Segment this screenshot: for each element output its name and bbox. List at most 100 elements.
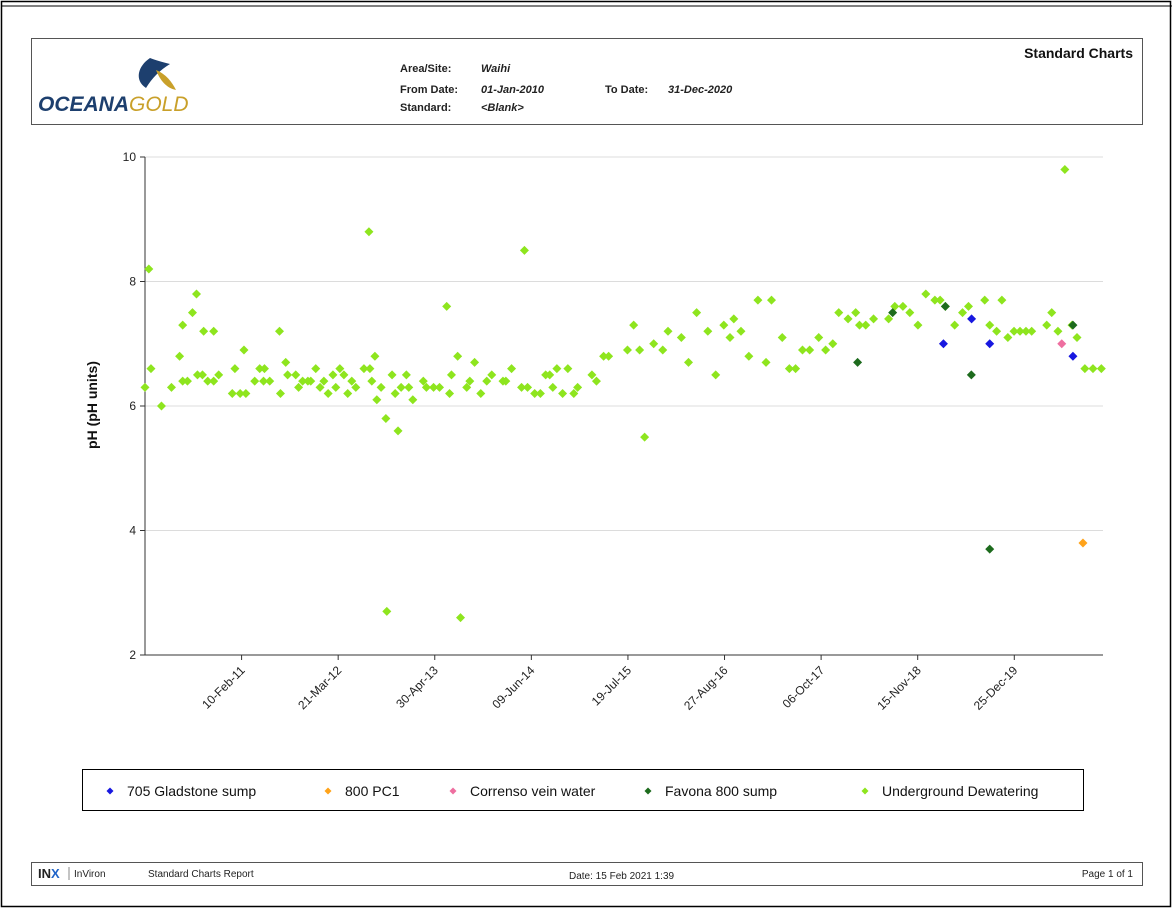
data-point [1068,351,1078,361]
data-point [250,376,260,386]
data-point [898,301,908,311]
data-point [725,333,735,343]
footer-product: InViron [74,869,106,880]
logo-accent [156,70,176,90]
field-label: To Date: [605,84,648,96]
data-point [462,382,472,392]
logo-part: OCEANA [38,93,129,116]
data-point [192,289,202,299]
data-point [1021,326,1031,336]
data-point [587,370,597,380]
data-point [255,364,265,374]
data-point [1080,364,1090,374]
data-point [1027,326,1037,336]
data-point [370,351,380,361]
data-point [259,364,269,374]
data-point [791,364,801,374]
data-point [523,382,533,392]
data-point [985,544,995,554]
field-label: Standard: [400,102,451,114]
data-point [1060,164,1070,174]
logo-part: GOLD [129,93,189,116]
data-point [1057,339,1067,349]
data-point [192,370,202,380]
data-point [967,314,977,324]
data-point [649,339,659,349]
data-point [1042,320,1052,330]
data-point [197,370,207,380]
data-point [798,345,808,355]
y-tick-label: 4 [129,524,136,538]
data-point [1053,326,1063,336]
data-point [298,376,308,386]
data-point [291,370,301,380]
data-point [156,401,166,411]
data-point [335,364,345,374]
data-point [470,357,480,367]
data-point [203,376,213,386]
data-point [573,382,583,392]
data-point [343,389,353,399]
brand-part: IN [38,866,51,881]
data-point [821,345,831,355]
y-axis-label: pH (pH units) [84,361,100,449]
data-point [239,345,249,355]
data-point [187,308,197,318]
data-point [676,333,686,343]
y-tick-label: 10 [123,150,137,164]
data-point [283,370,293,380]
footer-report: Standard Charts Report [148,869,254,880]
y-tick-label: 2 [129,648,136,662]
data-point [535,389,545,399]
data-point [241,389,251,399]
data-point [429,382,439,392]
logo: OCEANAGOLD [38,93,189,116]
data-point [905,308,915,318]
legend-label: 800 PC1 [345,783,400,799]
data-point [814,333,824,343]
data-point [545,370,555,380]
data-point [435,382,445,392]
data-point [940,301,950,311]
data-point [834,308,844,318]
data-point [640,432,650,442]
data-point [393,426,403,436]
data-point [445,389,455,399]
report-title: Standard Charts [1024,45,1133,61]
data-point [736,326,746,336]
data-point [604,351,614,361]
data-point [777,333,787,343]
data-point [209,326,219,336]
field-value: 01-Jan-2010 [481,84,545,96]
legend-label: Correnso vein water [470,783,596,799]
legend-box [82,769,1084,811]
data-point [805,345,815,355]
data-point [347,376,357,386]
legend-marker [449,787,457,795]
data-point [985,320,995,330]
data-point [519,245,529,255]
data-point [853,357,863,367]
legend-label: Underground Dewatering [882,783,1038,799]
data-point [719,320,729,330]
data-point [146,364,156,374]
data-point [140,382,150,392]
y-tick-label: 8 [129,275,136,289]
data-point [1047,308,1057,318]
data-point [935,295,945,305]
data-point [828,339,838,349]
data-point [980,295,990,305]
data-point [487,370,497,380]
data-point [569,389,579,399]
legend-marker [324,787,332,795]
data-point [703,326,713,336]
data-point [166,382,176,392]
data-point [684,357,694,367]
data-point [339,370,349,380]
data-point [175,351,185,361]
data-point [364,227,374,237]
data-point [843,314,853,324]
data-point [227,389,237,399]
